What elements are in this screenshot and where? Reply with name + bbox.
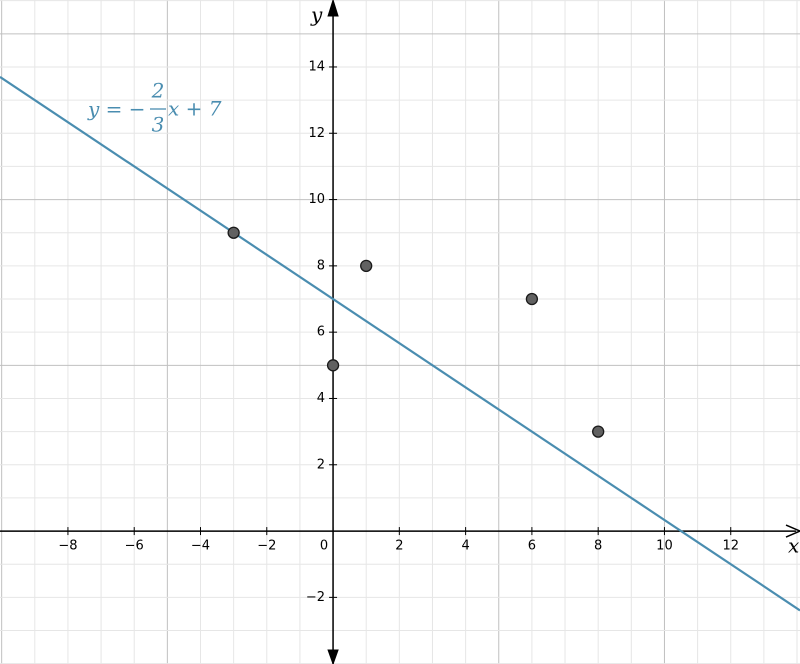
data-point [360, 259, 373, 273]
y-tick-label: 10 [309, 192, 326, 207]
x-tick-label: 2 [395, 539, 403, 554]
x-tick-label: 12 [722, 539, 739, 554]
y-tick-label: 12 [309, 126, 326, 141]
y-axis-arrow [327, 0, 339, 17]
x-tick-label: −6 [125, 539, 144, 554]
equation-label: y = − [87, 97, 146, 121]
y-axis-label: y [310, 3, 323, 27]
x-tick-label: 0 [320, 539, 328, 554]
equation-numerator: 2 [151, 79, 165, 103]
trend-line [0, 75, 800, 612]
x-tick-label: −2 [257, 539, 276, 554]
x-axis-label: x [788, 534, 799, 558]
data-point [592, 425, 605, 438]
equation-denominator: 3 [152, 113, 165, 137]
x-tick-label: 8 [594, 539, 602, 554]
data-point [525, 292, 539, 306]
y-tick-label: 8 [317, 258, 325, 273]
equation-rhs: x + 7 [168, 97, 222, 121]
y-axis-arrow-bottom [327, 649, 339, 664]
y-tick-label: 2 [317, 457, 325, 472]
x-tick-label: 4 [461, 539, 469, 554]
x-tick-label: 10 [656, 539, 673, 554]
y-tick-label: 6 [317, 325, 325, 340]
x-axis-arrow [785, 524, 800, 538]
y-tick-label: 14 [309, 59, 326, 74]
y-tick-label: −2 [306, 590, 325, 605]
data-point [326, 359, 340, 372]
x-tick-label: 6 [528, 539, 536, 554]
equation-lhs: y = − [87, 97, 146, 121]
x-tick-label: −8 [58, 539, 77, 554]
x-tick-label: −4 [191, 539, 210, 554]
data-point [227, 226, 240, 239]
y-tick-label: 4 [317, 391, 325, 406]
